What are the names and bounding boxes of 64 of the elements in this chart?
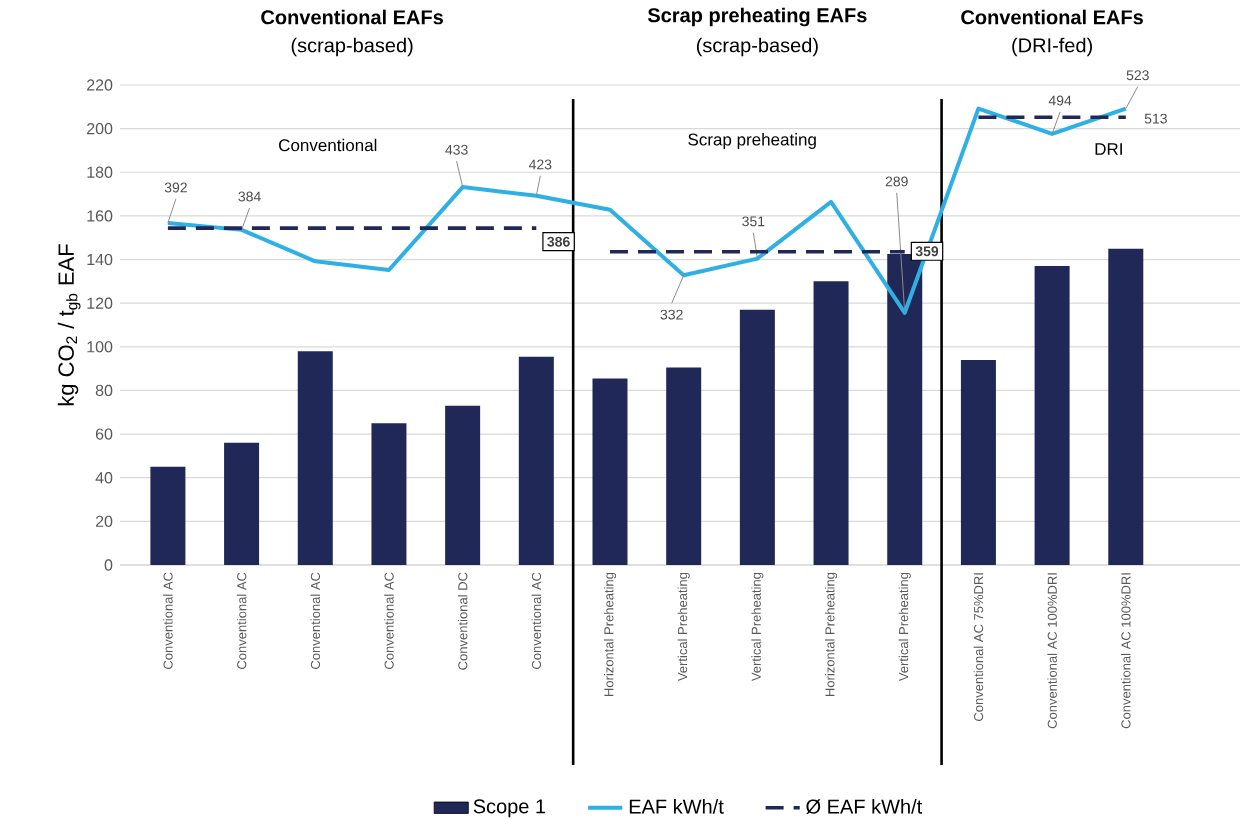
text: (scrap-based) [696,37,818,57]
y-tick-label: 20 [95,515,113,528]
text: Scrap preheating EAFs [647,7,867,27]
x-tick-label: Horizontal Preheating [825,572,838,697]
x-tick-label: Vertical Preheating [898,572,911,682]
y-tick-label: 140 [87,253,113,266]
data-label: 289 [885,176,908,187]
y-tick-label: 160 [87,210,113,222]
data-label: 384 [238,191,261,202]
data-label: 386 [547,236,570,247]
text: (DRI-fed) [1012,37,1092,57]
data-label: 351 [742,216,765,227]
y-tick-label: 40 [95,472,113,484]
y-tick-label: 120 [87,297,113,309]
bar [224,442,260,565]
y-tick-label: 0 [104,559,113,571]
bar [813,281,849,565]
x-tick-label: Conventional AC 75%DRI [973,573,984,721]
x-tick-label: Conventional AC [310,572,321,669]
x-tick-label: Vertical Preheating [677,572,690,682]
data-label: 523 [1126,70,1149,81]
legend-label: Scope 1 [473,799,546,818]
data-label: 433 [445,144,468,155]
annotation: Conventional [279,138,377,152]
data-label: 494 [1048,95,1072,106]
x-tick-label: Conventional AC [531,572,542,669]
y-tick-label: 180 [87,166,113,178]
bar [1108,248,1144,565]
bar [666,367,702,565]
data-label: 392 [164,182,187,193]
legend-label: Ø EAF kWh/t [806,798,923,815]
text: Conventional EAFs [961,9,1143,25]
y-tick-label: 60 [95,428,113,440]
annotation: Scrap preheating [688,133,816,149]
y-tick-label: 200 [87,122,113,135]
text: Conventional EAFs [261,9,443,25]
y-axis-title: kg CO$_{2}$ / t$_{gb}$ EAF [57,244,81,406]
y-tick-label: 220 [87,79,113,91]
annotation: DRI [1095,143,1122,155]
text: (scrap-based) [291,37,413,57]
bar [150,466,186,565]
legend-label: EAF kWh/t [629,798,724,814]
x-tick-label: Conventional AC [236,572,247,669]
bar [960,359,996,565]
data-label: 513 [1144,113,1167,124]
data-label: 332 [660,309,683,320]
x-tick-label: Conventional AC [163,572,173,669]
bar [297,351,333,565]
bar [1034,266,1070,565]
x-tick-label: Vertical Preheating [751,572,764,682]
bar [518,356,554,565]
x-tick-label: Conventional AC 100%DRI [1047,573,1057,729]
x-tick-label: Conventional AC [384,572,394,669]
data-label: 423 [528,159,552,170]
x-tick-label: Conventional AC 100%DRI [1121,573,1131,729]
y-tick-label: 80 [95,384,113,397]
bar [371,423,407,565]
x-tick-label: Conventional DC [457,572,468,670]
data-label: 359 [915,246,939,257]
bar [739,309,775,565]
x-tick-label: Horizontal Preheating [603,572,617,697]
y-tick-label: 100 [87,341,113,353]
bar [445,405,481,565]
bar [592,378,628,565]
